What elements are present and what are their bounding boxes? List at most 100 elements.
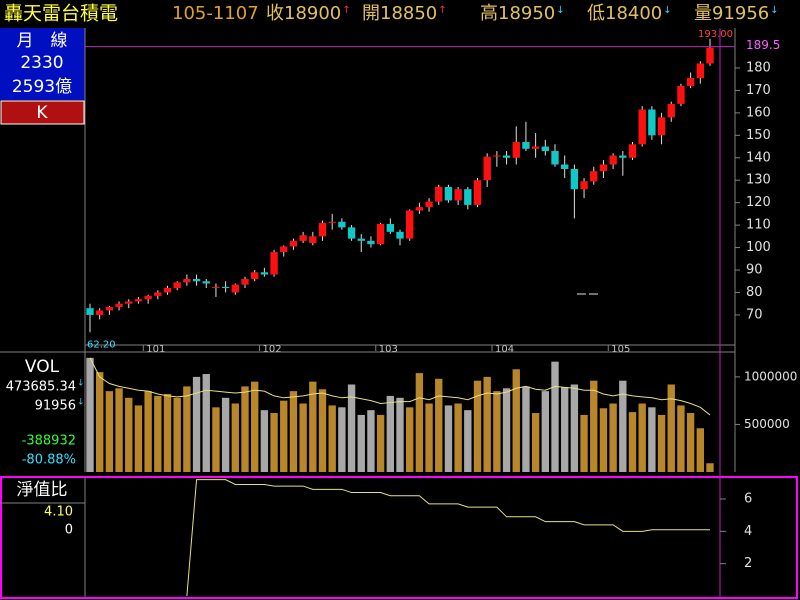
- y-tick-label: 6: [744, 492, 752, 507]
- y-tick-label: 110: [746, 218, 771, 233]
- quote-label: 低: [587, 3, 605, 24]
- candle-body: [280, 246, 288, 253]
- candle-body: [502, 155, 511, 158]
- quote-label: 量: [694, 3, 712, 24]
- y-tick-label: 130: [746, 173, 771, 188]
- volume-bar: [202, 374, 210, 472]
- low-label: 62.20: [87, 339, 116, 350]
- x-tick-label: 103: [379, 344, 398, 355]
- quote-arrow: ↓: [663, 5, 671, 16]
- candle-body: [628, 144, 637, 158]
- volume-bar: [667, 384, 675, 472]
- volume-bar: [86, 357, 94, 472]
- y-tick-label: 1000000: [744, 369, 797, 383]
- x-tick-label: 104: [495, 344, 514, 355]
- volume-bar: [512, 369, 520, 472]
- candle-body: [551, 151, 559, 165]
- volume-bar: [289, 391, 298, 472]
- candle-body: [522, 142, 530, 149]
- candle-body: [406, 210, 414, 239]
- candle-body: [154, 292, 162, 296]
- candle-body: [677, 85, 685, 104]
- candle-body: [192, 278, 201, 282]
- candle-body: [609, 155, 617, 165]
- candle-body: [125, 301, 133, 304]
- candle-body: [144, 295, 152, 300]
- candle-body: [163, 287, 172, 293]
- y-tick-label: 4: [744, 524, 752, 539]
- volume-bar: [376, 414, 385, 472]
- volume-bar: [192, 376, 201, 472]
- y-tick-label: 120: [746, 195, 771, 210]
- y-tick-label: 100: [746, 240, 771, 255]
- volume-bar: [221, 397, 230, 472]
- candle-body: [415, 207, 424, 211]
- candle-body: [435, 186, 443, 202]
- candle-body: [570, 168, 579, 190]
- y-tick-label: 180: [746, 60, 771, 75]
- candle-body: [425, 201, 433, 208]
- candle-body: [561, 164, 569, 169]
- volume-bar: [183, 386, 191, 472]
- readout: 0: [65, 523, 73, 538]
- candle-body: [270, 252, 278, 275]
- candle-body: [638, 109, 646, 145]
- candle-body: [464, 189, 472, 205]
- y-tick-label: 140: [746, 150, 771, 165]
- candle-body: [657, 117, 666, 136]
- volume-bar: [251, 381, 259, 472]
- stock-title: 轟天雷台積電: [4, 3, 118, 25]
- volume-bar: [444, 405, 453, 472]
- quote-label: 收: [266, 3, 284, 24]
- mode-box[interactable]: [0, 100, 85, 125]
- volume-bar: [522, 386, 530, 472]
- volume-bar: [318, 389, 327, 472]
- quote-value: 18400: [605, 3, 662, 24]
- y-tick-label: 500000: [744, 417, 790, 431]
- volume-bar: [328, 405, 336, 472]
- candle-body: [347, 227, 356, 239]
- volume-bar: [347, 384, 356, 472]
- y-tick-label: 160: [746, 105, 771, 120]
- candle-body: [96, 310, 104, 315]
- quote-value: 18950: [498, 3, 555, 24]
- readout: 91956: [35, 399, 76, 414]
- candle-body: [221, 286, 230, 288]
- info-box: [0, 28, 85, 100]
- candle-body: [202, 281, 210, 284]
- ratio-title: 淨值比: [17, 480, 68, 500]
- volume-bar: [561, 387, 569, 472]
- candle-body: [444, 186, 453, 201]
- volume-bar: [425, 403, 433, 472]
- readout: -388932: [22, 434, 76, 449]
- candle-body: [493, 155, 501, 157]
- volume-bar: [464, 410, 472, 472]
- volume-bar: [657, 414, 666, 472]
- candle-body: [115, 303, 123, 308]
- candle-body: [454, 189, 462, 201]
- candle-body: [328, 221, 336, 223]
- candle-body: [619, 155, 627, 158]
- candle-body: [396, 231, 404, 239]
- mode[interactable]: K: [36, 103, 48, 123]
- volume-bar: [677, 405, 685, 472]
- volume-bar: [454, 403, 462, 472]
- volume-bar: [531, 413, 540, 472]
- quote-label: 開: [362, 3, 380, 24]
- volume-title: VOL: [25, 357, 60, 377]
- candle-body: [541, 146, 549, 152]
- volume-bar: [144, 391, 152, 472]
- quote-arrow: ↓: [556, 5, 564, 16]
- volume-bar: [154, 395, 162, 472]
- y-tick-label: 80: [746, 285, 763, 300]
- readout: 473685.34: [6, 380, 76, 395]
- candle-body: [289, 240, 298, 247]
- candle-body: [696, 63, 704, 79]
- volume-bar: [696, 428, 704, 472]
- candle-body: [251, 272, 259, 279]
- readout: 4.10: [44, 505, 73, 520]
- candle-body: [357, 238, 365, 241]
- quote-value: 91956: [712, 3, 769, 24]
- candle-body: [318, 222, 327, 237]
